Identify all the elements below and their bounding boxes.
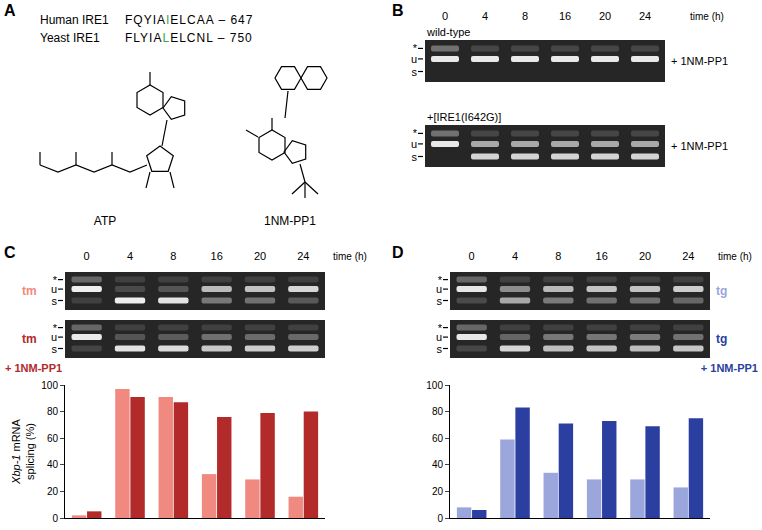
svg-text:+ 1NM-PP1: + 1NM-PP1 (671, 55, 728, 67)
svg-text:Xbp-1 mRNAsplicing (%): Xbp-1 mRNAsplicing (%) (10, 418, 36, 484)
svg-text:60: 60 (432, 433, 444, 444)
svg-text:s: s (412, 151, 418, 163)
svg-text:FLYIALELCNL – 750: FLYIALELCNL – 750 (125, 31, 253, 45)
svg-text:80: 80 (47, 406, 59, 417)
svg-text:D: D (392, 244, 404, 261)
svg-text:0: 0 (437, 513, 443, 524)
svg-text:16: 16 (559, 10, 571, 22)
svg-text:0: 0 (84, 250, 90, 262)
svg-text:u: u (436, 331, 442, 343)
svg-text:20: 20 (432, 486, 444, 497)
svg-text:wild-type: wild-type (426, 26, 470, 38)
svg-text:4: 4 (512, 250, 518, 262)
svg-text:0: 0 (52, 513, 58, 524)
svg-text:tm: tm (22, 332, 37, 346)
svg-text:u: u (51, 331, 57, 343)
svg-text:1NM-PP1: 1NM-PP1 (264, 214, 316, 228)
svg-text:+ 1NM-PP1: + 1NM-PP1 (701, 362, 758, 374)
svg-text:0: 0 (442, 10, 448, 22)
svg-text:24: 24 (639, 10, 651, 22)
svg-text:time (h): time (h) (690, 11, 724, 22)
svg-text:tg: tg (716, 332, 727, 346)
svg-text:0: 0 (469, 250, 475, 262)
svg-text:tm: tm (22, 284, 37, 298)
svg-text:ATP: ATP (94, 214, 116, 228)
svg-text:time (h): time (h) (333, 251, 367, 262)
svg-text:20: 20 (47, 486, 59, 497)
svg-text:8: 8 (555, 250, 561, 262)
svg-text:20: 20 (599, 10, 611, 22)
svg-text:16: 16 (596, 250, 608, 262)
svg-text:8: 8 (170, 250, 176, 262)
svg-text:60: 60 (47, 433, 59, 444)
svg-text:+[IRE1(I642G)]: +[IRE1(I642G)] (427, 111, 501, 123)
svg-text:s: s (52, 343, 58, 355)
svg-text:s: s (412, 66, 418, 78)
svg-text:Yeast IRE1: Yeast IRE1 (40, 31, 100, 45)
svg-text:4: 4 (482, 10, 488, 22)
svg-text:100: 100 (426, 380, 443, 391)
svg-text:tg: tg (716, 284, 727, 298)
svg-text:+ 1NM-PP1: + 1NM-PP1 (5, 362, 62, 374)
svg-text:time (h): time (h) (718, 251, 752, 262)
svg-text:20: 20 (254, 250, 266, 262)
svg-text:A: A (4, 2, 16, 19)
svg-text:24: 24 (682, 250, 694, 262)
svg-text:FQYIAIELCAA – 647: FQYIAIELCAA – 647 (125, 13, 253, 27)
svg-text:80: 80 (432, 406, 444, 417)
svg-text:u: u (51, 283, 57, 295)
svg-text:4: 4 (127, 250, 133, 262)
svg-text:s: s (437, 343, 443, 355)
svg-text:Human IRE1: Human IRE1 (40, 13, 109, 27)
svg-text:16: 16 (211, 250, 223, 262)
svg-text:u: u (411, 53, 417, 65)
svg-text:u: u (411, 138, 417, 150)
svg-text:40: 40 (432, 459, 444, 470)
svg-text:B: B (392, 2, 404, 19)
svg-text:s: s (437, 295, 443, 307)
svg-text:24: 24 (297, 250, 309, 262)
svg-text:20: 20 (639, 250, 651, 262)
svg-text:+ 1NM-PP1: + 1NM-PP1 (671, 140, 728, 152)
svg-text:8: 8 (522, 10, 528, 22)
svg-text:C: C (4, 244, 16, 261)
svg-text:u: u (436, 283, 442, 295)
svg-text:s: s (52, 295, 58, 307)
svg-text:40: 40 (47, 459, 59, 470)
svg-text:100: 100 (41, 380, 58, 391)
